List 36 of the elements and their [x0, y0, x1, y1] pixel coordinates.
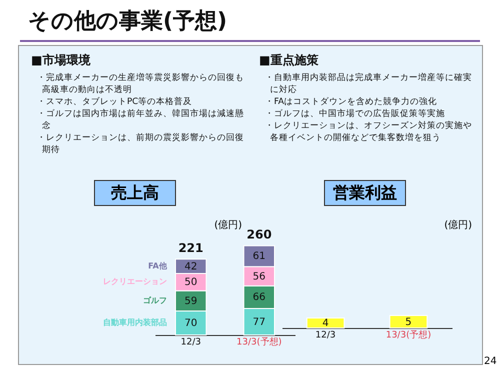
data-label: 50 — [184, 277, 198, 288]
series-label: 自動車用内装部品 — [102, 318, 167, 327]
x-tick-label: 13/3(予想) — [386, 330, 432, 340]
data-label: 66 — [252, 292, 266, 304]
text: ・ゴルフは国内市場は前年並み、韓国市場は減速懸念 — [37, 108, 245, 132]
data-label: 42 — [184, 261, 198, 272]
text: ・完成車メーカーの生産増等震災影響からの回復も高級車の動向は不透明 — [37, 72, 245, 96]
data-label: 61 — [252, 251, 266, 262]
text: ・レクリエーションは、オフシーズン対策の実施や各種イベントの開催などで集客数増を狙う — [265, 120, 473, 144]
data-label: 59 — [184, 296, 198, 307]
chart-title: 売上高 — [94, 180, 176, 206]
text: ・スマホ、タブレットPC等の本格普及 — [37, 96, 194, 108]
series-label: レクリエーション — [102, 277, 167, 286]
text: ・自動車用内装部品は完成車メーカー増産等に確実に対応 — [265, 72, 473, 96]
series-label: ゴルフ — [142, 296, 167, 305]
total-label: 221 — [178, 241, 204, 256]
text: ・FAはコストダウンを含めた競争力の強化 — [265, 96, 438, 108]
text: ■市場環境 — [31, 53, 92, 67]
data-label: 70 — [184, 318, 198, 329]
y-axis-title: (億円) — [444, 218, 472, 232]
data-label: 56 — [252, 271, 266, 282]
series-label: FA他 — [148, 261, 168, 270]
data-label: 4 — [322, 318, 329, 329]
text: ■重点施策 — [259, 53, 320, 67]
data-label: 5 — [405, 316, 412, 328]
text: ・レクリエーションは、前期の震災影響からの回復期待 — [37, 132, 245, 156]
x-tick-label: 13/3(予想) — [236, 336, 282, 348]
text: ・ゴルフは、中国市場での広告販促策等実施 — [265, 108, 446, 120]
data-label: 77 — [252, 316, 266, 328]
text: 24 — [484, 356, 497, 367]
x-tick-label: 12/3 — [315, 330, 336, 340]
total-label: 260 — [246, 228, 272, 242]
chart-title: 営業利益 — [324, 180, 406, 206]
x-tick-label: 12/3 — [180, 338, 201, 348]
y-axis-title: (億円) — [214, 218, 242, 232]
text: その他の事業(予想) — [28, 8, 228, 36]
